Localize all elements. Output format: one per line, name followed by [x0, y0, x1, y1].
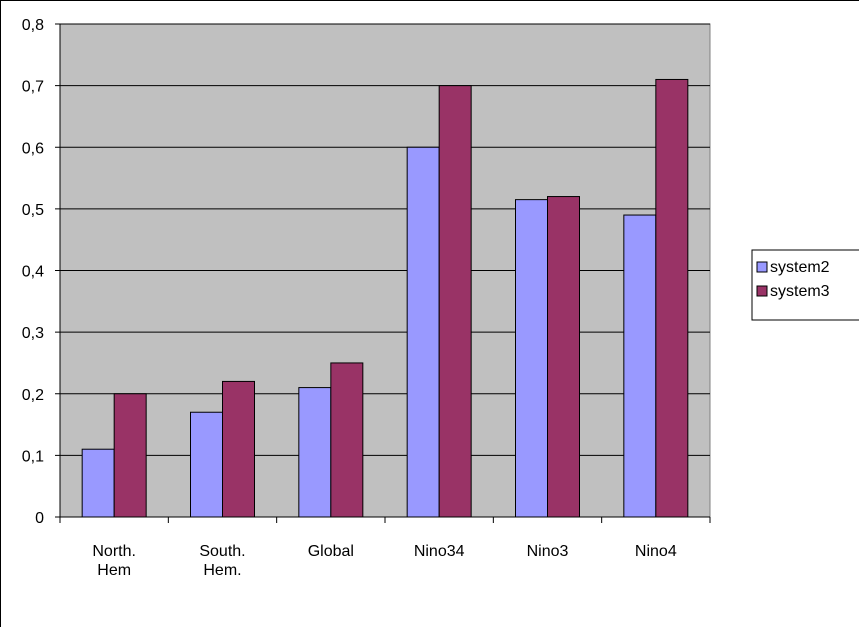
legend: system2 system3 — [752, 250, 859, 320]
x-tick-label: Nino4 — [635, 543, 677, 560]
bar-system2 — [516, 200, 548, 517]
bar-system2 — [82, 449, 114, 517]
y-tick-label: 0 — [35, 510, 44, 527]
legend-swatch-system3 — [757, 286, 767, 296]
legend-swatch-system2 — [757, 262, 767, 272]
y-tick-label: 0,4 — [22, 264, 44, 281]
bar-system3 — [548, 197, 580, 517]
bar-system3 — [656, 79, 688, 517]
bar-system3 — [331, 363, 363, 517]
y-tick-label: 0,3 — [22, 325, 44, 342]
bar-system3 — [114, 394, 146, 517]
bar-system3 — [439, 86, 471, 517]
bar-system2 — [624, 215, 656, 517]
y-tick-label: 0,1 — [22, 448, 44, 465]
y-tick-label: 0,7 — [22, 79, 44, 96]
x-tick-label: Nino34 — [414, 543, 465, 560]
legend-label-system2: system2 — [770, 259, 830, 276]
bar-system3 — [223, 381, 255, 517]
y-tick-label: 0,2 — [22, 387, 44, 404]
legend-label-system3: system3 — [770, 283, 830, 300]
y-tick-label: 0,5 — [22, 202, 44, 219]
bar-system2 — [191, 412, 223, 517]
bar-system2 — [407, 147, 439, 517]
y-tick-label: 0,8 — [22, 17, 44, 34]
x-tick-label: Nino3 — [527, 543, 569, 560]
bar-system2 — [299, 388, 331, 517]
x-tick-label: Global — [308, 543, 354, 560]
y-tick-label: 0,6 — [22, 140, 44, 157]
